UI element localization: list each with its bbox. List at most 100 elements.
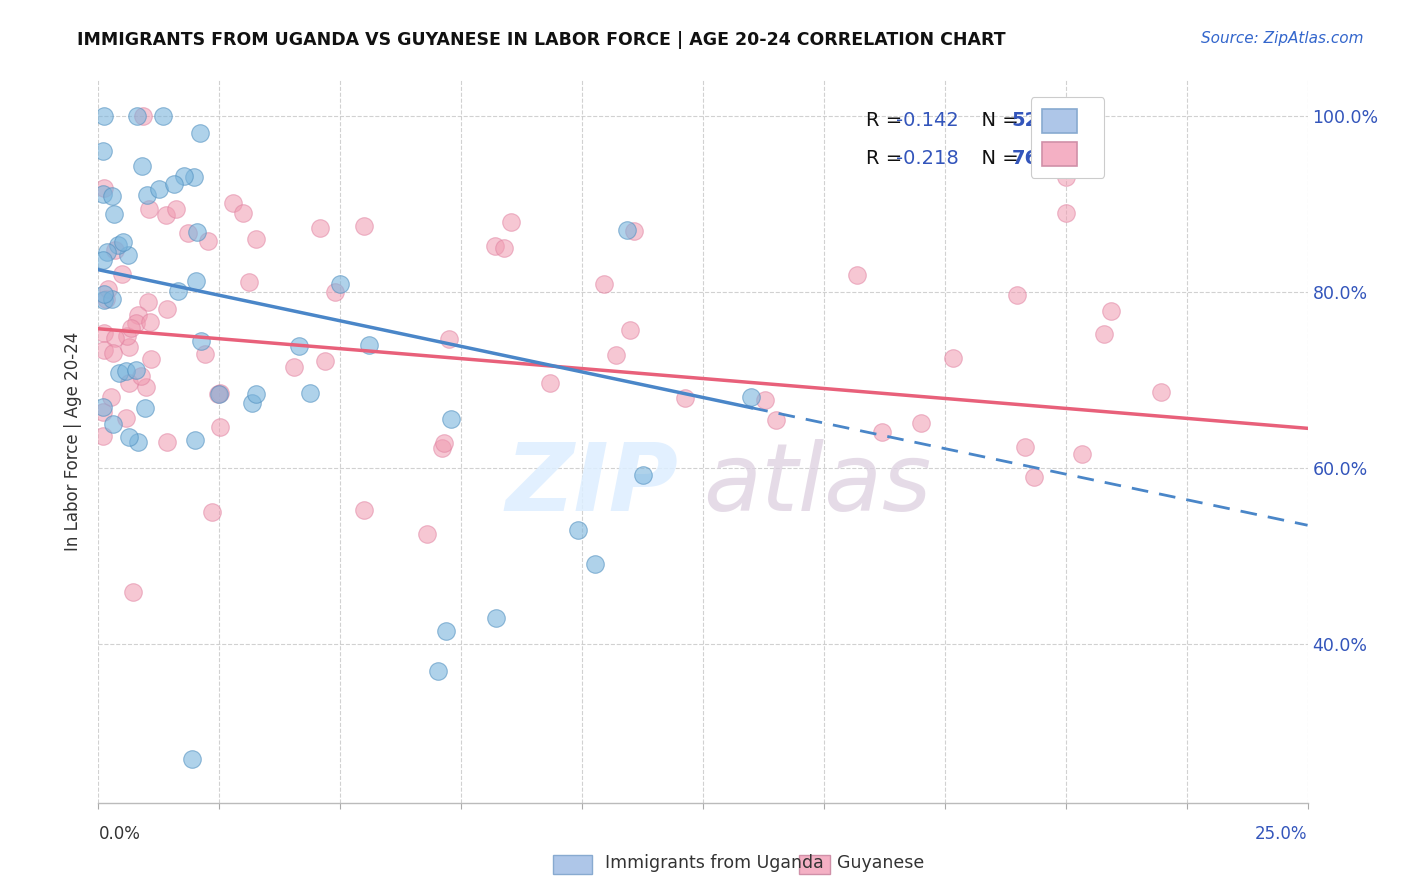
Point	[138, 202, 160, 217]
Point	[605, 348, 627, 362]
Point	[115, 364, 138, 378]
Point	[329, 277, 352, 292]
Point	[283, 360, 305, 375]
Point	[93, 326, 115, 341]
Point	[616, 223, 638, 237]
Point	[101, 417, 124, 431]
Point	[115, 329, 138, 343]
Point	[740, 390, 762, 404]
Point	[426, 664, 449, 678]
Point	[1071, 447, 1094, 461]
Text: 76: 76	[1011, 149, 1039, 168]
Point	[183, 170, 205, 185]
Point	[101, 293, 124, 307]
Point	[91, 405, 114, 419]
Point	[631, 468, 654, 483]
Text: Source: ZipAtlas.com: Source: ZipAtlas.com	[1201, 31, 1364, 46]
Text: ZIP: ZIP	[506, 439, 679, 531]
Point	[111, 267, 134, 281]
Point	[129, 368, 152, 383]
Point	[93, 343, 115, 357]
Legend: , : ,	[1031, 97, 1104, 178]
Point	[181, 752, 204, 766]
Point	[125, 362, 148, 376]
Point	[100, 390, 122, 404]
Point	[245, 231, 267, 245]
Point	[101, 189, 124, 203]
Point	[91, 429, 114, 443]
Point	[111, 235, 134, 249]
Point	[288, 339, 311, 353]
Point	[108, 366, 131, 380]
Point	[190, 334, 212, 348]
Point	[910, 416, 932, 430]
Point	[1014, 440, 1036, 454]
Point	[91, 186, 114, 201]
Point	[136, 295, 159, 310]
Point	[494, 241, 516, 255]
Point	[156, 302, 179, 317]
Point	[197, 235, 219, 249]
Point	[152, 109, 174, 123]
Point	[117, 248, 139, 262]
Point	[222, 195, 245, 210]
Point	[148, 182, 170, 196]
Text: atlas: atlas	[703, 440, 931, 531]
Point	[673, 392, 696, 406]
Point	[115, 410, 138, 425]
Point	[127, 308, 149, 322]
Point	[309, 221, 332, 235]
Point	[167, 284, 190, 298]
Point	[156, 435, 179, 450]
Point	[107, 237, 129, 252]
Point	[91, 252, 114, 267]
Point	[208, 387, 231, 401]
Text: IMMIGRANTS FROM UGANDA VS GUYANESE IN LABOR FORCE | AGE 20-24 CORRELATION CHART: IMMIGRANTS FROM UGANDA VS GUYANESE IN LA…	[77, 31, 1005, 49]
Point	[567, 523, 589, 537]
Text: R =: R =	[866, 111, 908, 129]
Text: 25.0%: 25.0%	[1256, 825, 1308, 843]
Point	[430, 442, 453, 456]
Point	[186, 225, 208, 239]
Point	[416, 527, 439, 541]
Point	[117, 376, 139, 390]
Point	[299, 386, 322, 401]
Point	[177, 226, 200, 240]
Point	[134, 401, 156, 415]
Point	[845, 268, 868, 283]
Point	[104, 331, 127, 345]
Point	[132, 109, 155, 123]
Text: Immigrants from Uganda: Immigrants from Uganda	[605, 855, 824, 872]
Point	[485, 611, 508, 625]
Point	[870, 425, 893, 439]
Point	[91, 144, 114, 158]
Point	[127, 109, 149, 123]
Point	[97, 282, 120, 296]
Point	[353, 219, 375, 233]
Point	[93, 109, 115, 123]
Point	[440, 411, 463, 425]
Point	[120, 321, 142, 335]
Point	[1150, 385, 1173, 400]
Point	[501, 215, 523, 229]
Point	[131, 159, 153, 173]
Point	[165, 202, 187, 216]
Point	[118, 340, 141, 354]
Point	[188, 126, 211, 140]
Text: -0.142: -0.142	[897, 111, 959, 129]
Point	[619, 323, 641, 337]
Text: -0.218: -0.218	[897, 149, 959, 168]
Point	[592, 277, 614, 292]
Point	[245, 386, 267, 401]
Point	[359, 338, 381, 352]
Point	[434, 624, 457, 638]
Point	[184, 274, 207, 288]
Point	[173, 169, 195, 183]
Point	[93, 180, 115, 194]
Point	[91, 400, 114, 414]
Point	[1054, 170, 1077, 185]
Point	[139, 315, 162, 329]
Point	[484, 239, 506, 253]
Point	[125, 316, 148, 330]
Text: Guyanese: Guyanese	[837, 855, 924, 872]
